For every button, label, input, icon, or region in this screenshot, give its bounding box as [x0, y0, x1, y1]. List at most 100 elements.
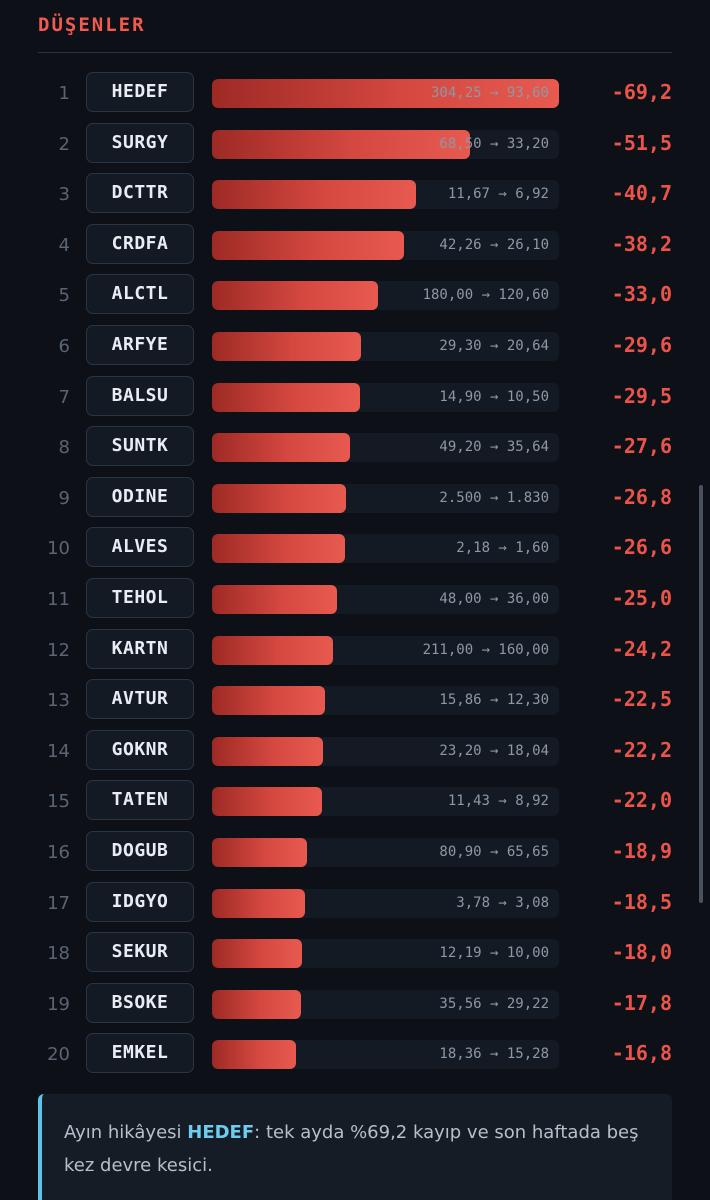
list-item[interactable]: 10 ALVES 2,18 → 1,60 -26,6: [0, 524, 710, 575]
percent-change: -25,0: [611, 585, 672, 610]
price-range: 211,00 → 160,00: [422, 641, 549, 658]
list-item[interactable]: 17 IDGYO 3,78 → 3,08 -18,5: [0, 879, 710, 930]
percent-change: -17,8: [611, 990, 672, 1015]
decline-bar-fill: [212, 433, 350, 463]
percent-change: -26,8: [611, 484, 672, 509]
rank-number: 8: [58, 437, 70, 459]
list-item[interactable]: 13 AVTUR 15,86 → 12,30 -22,5: [0, 676, 710, 727]
losers-list: 1 HEDEF 304,25 → 93,60 -69,2 2 SURGY 68,50 → 3…: [0, 69, 710, 1081]
decline-bar-fill: [212, 331, 361, 361]
decline-bar-track: 304,25 → 93,60: [212, 79, 559, 108]
percent-change: -29,6: [611, 332, 672, 357]
rank-number: 5: [58, 285, 70, 307]
ticker-badge[interactable]: CRDFA: [86, 223, 194, 264]
rank-number: 13: [47, 690, 70, 712]
price-range: 304,25 → 93,60: [430, 85, 549, 101]
list-item[interactable]: 5 ALCTL 180,00 → 120,60 -33,0: [0, 271, 710, 322]
list-item[interactable]: 2 SURGY 68,50 → 33,20 -51,5: [0, 120, 710, 171]
story-highlight-ticker[interactable]: HEDEF: [187, 1122, 255, 1143]
ticker-badge[interactable]: ALVES: [86, 527, 194, 568]
percent-change: -26,6: [611, 535, 672, 560]
ticker-badge[interactable]: TATEN: [86, 780, 194, 821]
decline-bar-fill: [212, 483, 346, 513]
rank-number: 2: [58, 133, 70, 155]
rank-number: 11: [47, 588, 70, 610]
rank-number: 17: [47, 892, 70, 914]
decline-bar-track: 68,50 → 33,20: [212, 129, 559, 159]
decline-bar-track: 211,00 → 160,00: [212, 635, 559, 665]
decline-bar-track: 29,30 → 20,64: [212, 331, 559, 361]
decline-bar-track: 11,43 → 8,92: [212, 787, 559, 817]
ticker-badge[interactable]: DCTTR: [86, 173, 194, 214]
ticker-badge[interactable]: HEDEF: [86, 72, 194, 112]
price-range: 2.500 → 1.830: [439, 489, 549, 506]
percent-change: -22,2: [611, 737, 672, 762]
decline-bar-track: 11,67 → 6,92: [212, 180, 559, 210]
rank-number: 16: [47, 841, 70, 863]
decline-bar-fill: [212, 281, 378, 311]
story-prefix: Ayın hikâyesi: [64, 1122, 188, 1143]
price-range: 68,50 → 33,20: [439, 135, 549, 152]
decline-bar-fill: [212, 534, 345, 564]
rank-number: 3: [58, 184, 70, 206]
list-item[interactable]: 8 SUNTK 49,20 → 35,64 -27,6: [0, 423, 710, 474]
list-item[interactable]: 11 TEHOL 48,00 → 36,00 -25,0: [0, 575, 710, 626]
ticker-badge[interactable]: TEHOL: [86, 577, 194, 618]
decline-bar-track: 14,90 → 10,50: [212, 382, 559, 412]
ticker-badge[interactable]: SEKUR: [86, 932, 194, 973]
scrollbar-thumb[interactable]: [699, 485, 703, 903]
rank-number: 1: [58, 83, 70, 104]
rank-number: 7: [58, 386, 70, 408]
price-range: 12,19 → 10,00: [439, 945, 549, 962]
price-range: 48,00 → 36,00: [439, 590, 549, 607]
rank-number: 9: [58, 487, 70, 509]
rank-number: 4: [58, 234, 70, 256]
list-item[interactable]: 1 HEDEF 304,25 → 93,60 -69,2: [0, 69, 710, 120]
list-item[interactable]: 9 ODINE 2.500 → 1.830 -26,8: [0, 474, 710, 525]
list-item[interactable]: 4 CRDFA 42,26 → 26,10 -38,2: [0, 221, 710, 272]
list-item[interactable]: 7 BALSU 14,90 → 10,50 -29,5: [0, 373, 710, 424]
percent-change: -16,8: [611, 1041, 672, 1066]
ticker-badge[interactable]: ODINE: [86, 476, 194, 517]
percent-change: -29,5: [611, 383, 672, 408]
ticker-badge[interactable]: SUNTK: [86, 426, 194, 467]
ticker-badge[interactable]: KARTN: [86, 628, 194, 669]
decline-bar-track: 18,36 → 15,28: [212, 1040, 559, 1070]
decline-bar-track: 80,90 → 65,65: [212, 837, 559, 867]
rank-number: 19: [47, 993, 70, 1015]
price-range: 2,18 → 1,60: [456, 540, 549, 557]
section-divider: [38, 52, 672, 53]
list-item[interactable]: 14 GOKNR 23,20 → 18,04 -22,2: [0, 727, 710, 778]
decline-bar-track: 49,20 → 35,64: [212, 433, 559, 463]
list-item[interactable]: 20 EMKEL 18,36 → 15,28 -16,8: [0, 1030, 710, 1081]
decline-bar-fill: [212, 180, 416, 210]
list-item[interactable]: 6 ARFYE 29,30 → 20,64 -29,6: [0, 322, 710, 373]
decline-bar-fill: [212, 79, 559, 108]
list-item[interactable]: 3 DCTTR 11,67 → 6,92 -40,7: [0, 170, 710, 221]
decline-bar-fill: [212, 939, 302, 969]
ticker-badge[interactable]: GOKNR: [86, 729, 194, 770]
list-item[interactable]: 19 BSOKE 35,56 → 29,22 -17,8: [0, 980, 710, 1031]
percent-change: -33,0: [611, 282, 672, 307]
price-range: 35,56 → 29,22: [439, 995, 549, 1012]
decline-bar-track: 23,20 → 18,04: [212, 736, 559, 766]
ticker-badge[interactable]: BALSU: [86, 375, 194, 416]
ticker-badge[interactable]: EMKEL: [86, 1033, 194, 1074]
ticker-badge[interactable]: DOGUB: [86, 830, 194, 871]
list-item[interactable]: 15 TATEN 11,43 → 8,92 -22,0: [0, 777, 710, 828]
list-item[interactable]: 12 KARTN 211,00 → 160,00 -24,2: [0, 626, 710, 677]
ticker-badge[interactable]: BSOKE: [86, 982, 194, 1023]
ticker-badge[interactable]: ALCTL: [86, 274, 194, 315]
decline-bar-fill: [212, 230, 404, 260]
ticker-badge[interactable]: AVTUR: [86, 679, 194, 720]
percent-change: -18,5: [611, 889, 672, 914]
price-range: 29,30 → 20,64: [439, 337, 549, 354]
ticker-badge[interactable]: SURGY: [86, 122, 194, 163]
decline-bar-track: 48,00 → 36,00: [212, 584, 559, 614]
list-item[interactable]: 18 SEKUR 12,19 → 10,00 -18,0: [0, 929, 710, 980]
ticker-badge[interactable]: ARFYE: [86, 324, 194, 365]
price-range: 180,00 → 120,60: [422, 287, 549, 304]
list-item[interactable]: 16 DOGUB 80,90 → 65,65 -18,9: [0, 828, 710, 879]
decline-bar-fill: [212, 989, 301, 1019]
ticker-badge[interactable]: IDGYO: [86, 881, 194, 922]
